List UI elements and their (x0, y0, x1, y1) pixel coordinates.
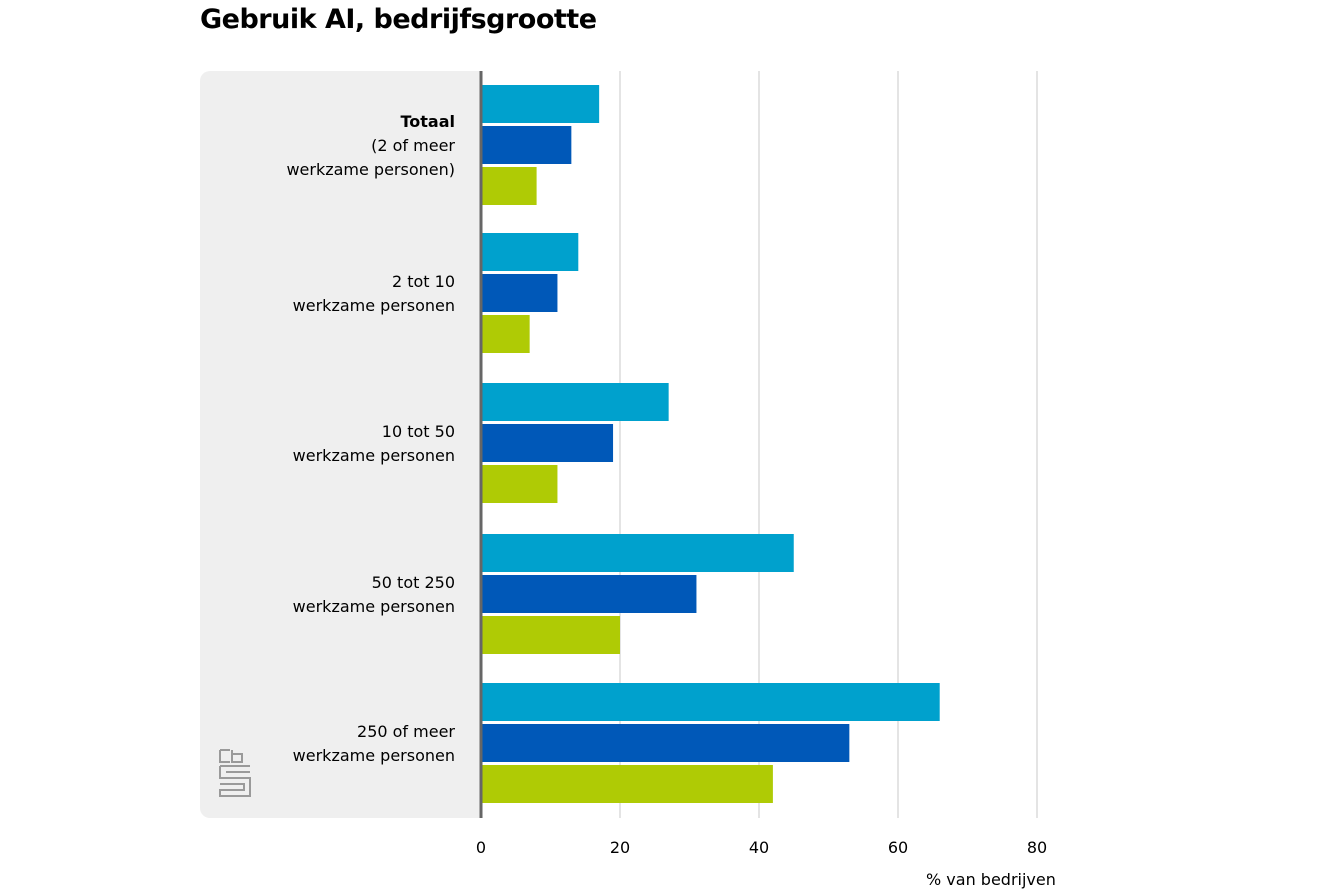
x-tick-label: 60 (888, 838, 908, 857)
bar (482, 616, 620, 654)
bar (482, 534, 794, 572)
bar (482, 424, 614, 462)
bar (482, 683, 940, 721)
cbs-logo-icon (219, 749, 251, 797)
category-panel (200, 71, 481, 818)
category-label: werkzame personen (293, 597, 455, 616)
category-label: 10 tot 50 (382, 422, 455, 441)
category-label: 2 tot 10 (392, 272, 455, 291)
bar (482, 126, 572, 164)
bar (482, 233, 579, 271)
x-tick-label: 80 (1027, 838, 1047, 857)
category-label: werkzame personen (293, 746, 455, 765)
chart-title: Gebruik AI, bedrijfsgrootte (200, 4, 597, 35)
bar (482, 383, 669, 421)
x-tick-label: 40 (749, 838, 769, 857)
bar (482, 85, 600, 123)
category-label: werkzame personen (293, 446, 455, 465)
bar (482, 465, 558, 503)
bar (482, 167, 537, 205)
x-tick-label: 20 (610, 838, 630, 857)
bar (482, 274, 558, 312)
category-label: (2 of meer (371, 136, 455, 155)
category-label: Totaal (400, 112, 455, 131)
category-label: 250 of meer (357, 722, 455, 741)
bar (482, 765, 773, 803)
category-label: 50 tot 250 (372, 573, 455, 592)
bar (482, 315, 530, 353)
bar (482, 575, 697, 613)
x-axis-label: % van bedrijven (926, 870, 1056, 889)
x-tick-label: 0 (476, 838, 486, 857)
bar (482, 724, 850, 762)
category-label: werkzame personen) (286, 160, 455, 179)
category-label: werkzame personen (293, 296, 455, 315)
